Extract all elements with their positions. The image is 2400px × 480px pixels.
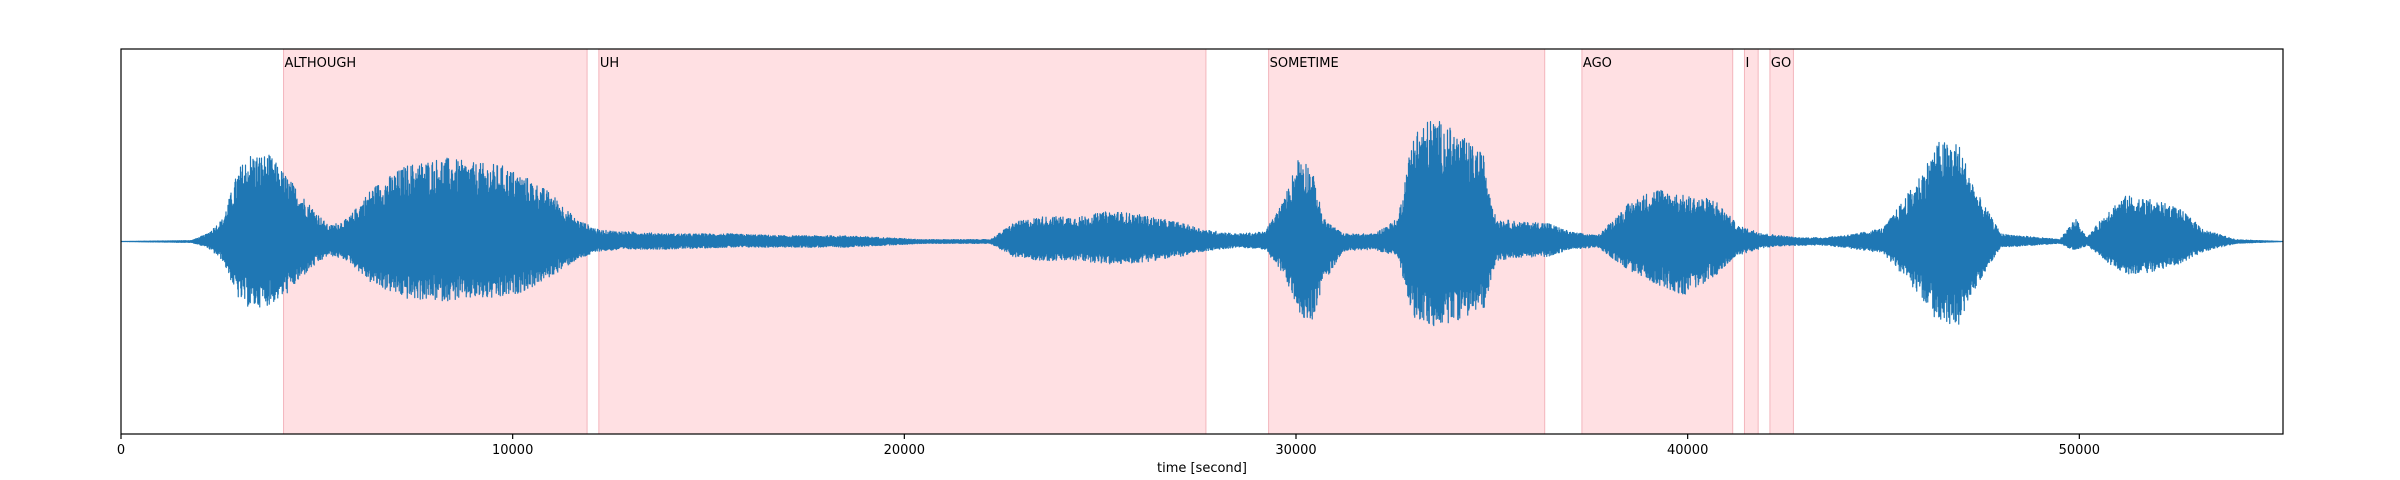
word-label-i: I xyxy=(1745,56,1749,71)
word-label-sometime: SOMETIME xyxy=(1270,56,1339,71)
x-axis-ticks: 0 10000 20000 30000 40000 50000 xyxy=(117,434,2100,458)
word-label-although: ALTHOUGH xyxy=(285,56,357,71)
x-tick-label: 0 xyxy=(117,443,125,458)
x-tick-label: 50000 xyxy=(2059,443,2100,458)
x-tick-label: 40000 xyxy=(1667,443,1708,458)
x-tick-label: 20000 xyxy=(884,443,925,458)
waveform-line xyxy=(120,120,2284,327)
word-labels: ALTHOUGH UH SOMETIME AGO I GO xyxy=(285,56,1792,71)
word-label-uh: UH xyxy=(600,56,619,71)
x-tick-label: 10000 xyxy=(492,443,533,458)
word-label-ago: AGO xyxy=(1583,56,1612,71)
x-tick-label: 30000 xyxy=(1275,443,1316,458)
waveform xyxy=(120,120,2284,327)
x-axis-label: time [second] xyxy=(1157,461,1247,476)
word-label-go: GO xyxy=(1771,56,1791,71)
plot-frame xyxy=(120,48,2284,435)
